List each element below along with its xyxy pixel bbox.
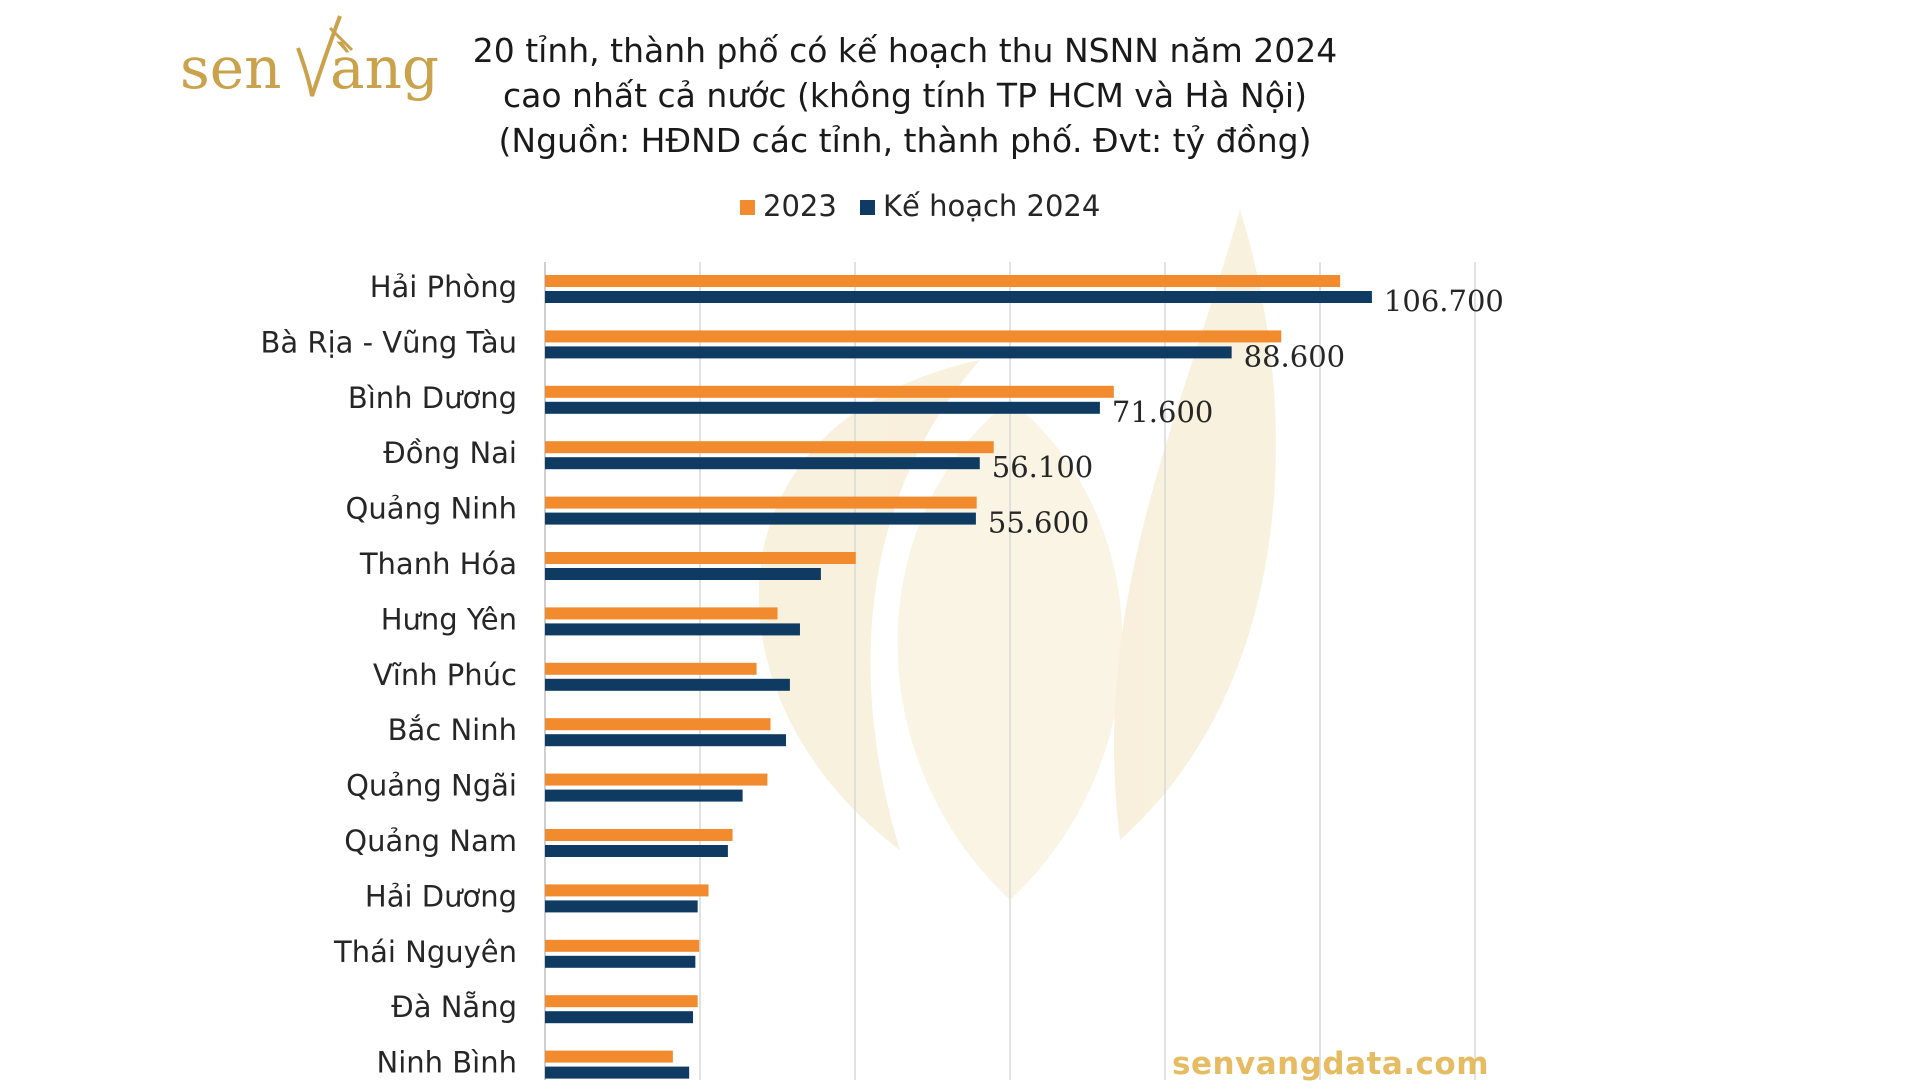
bar-2024 xyxy=(545,457,980,470)
chart-title: 20 tỉnh, thành phố có kế hoạch thu NSNN … xyxy=(430,28,1380,163)
data-label: 55.600 xyxy=(988,506,1089,540)
watermark-logo xyxy=(758,210,1276,900)
legend-label: 2023 xyxy=(763,189,837,223)
bar-2023 xyxy=(545,275,1341,287)
bar-2024 xyxy=(545,401,1100,414)
legend: 2023 Kế hoạch 2024 xyxy=(740,189,1100,223)
data-label: 106.700 xyxy=(1384,284,1504,318)
category-label: Thanh Hóa xyxy=(359,547,517,581)
bar-2023 xyxy=(545,385,1114,398)
bar-2023 xyxy=(545,330,1282,343)
category-label: Hải Dương xyxy=(365,879,517,913)
bar-2024 xyxy=(545,845,728,857)
data-label: 71.600 xyxy=(1112,395,1213,429)
category-label: Quảng Ninh xyxy=(346,492,518,526)
bar-2023 xyxy=(545,884,709,897)
bar-2023 xyxy=(545,939,700,952)
svg-text:àng: àng xyxy=(330,34,439,102)
bar-2024 xyxy=(545,900,698,913)
category-label: Hải Phòng xyxy=(370,270,517,304)
category-label: Vĩnh Phúc xyxy=(373,658,517,692)
bar-2023 xyxy=(545,552,856,564)
data-label: 88.600 xyxy=(1244,339,1345,373)
chart-title-line-1: 20 tỉnh, thành phố có kế hoạch thu NSNN … xyxy=(472,31,1338,70)
category-label: Thái Nguyên xyxy=(333,935,517,969)
bar-2023 xyxy=(545,829,733,841)
category-label: Quảng Ngãi xyxy=(346,769,517,803)
category-label: Quảng Nam xyxy=(344,824,517,858)
bar-2023 xyxy=(545,773,768,786)
bar-2023 xyxy=(545,718,771,731)
website-watermark: senvangdata.com xyxy=(1172,1046,1490,1082)
bar-2024 xyxy=(545,1011,694,1024)
category-label: Bà Rịa - Vũng Tàu xyxy=(261,325,517,359)
bar-2023 xyxy=(545,662,757,675)
bar-2024 xyxy=(545,568,821,580)
data-label: 56.100 xyxy=(992,450,1093,484)
bar-2024 xyxy=(545,955,696,968)
svg-text:sen: sen xyxy=(180,34,281,102)
bars xyxy=(545,275,1372,1079)
legend-label: Kế hoạch 2024 xyxy=(883,189,1100,223)
bar-2024 xyxy=(545,346,1232,359)
category-label: Bắc Ninh xyxy=(388,713,517,747)
bar-2023 xyxy=(545,995,698,1008)
category-label: Hưng Yên xyxy=(381,602,517,636)
legend-swatch xyxy=(740,200,755,215)
category-label: Đà Nẵng xyxy=(391,990,517,1024)
bar-2024 xyxy=(545,789,743,802)
category-labels: Hải Phòng Bà Rịa - Vũng Tàu Bình Dương Đồng… xyxy=(261,270,517,1080)
legend-swatch xyxy=(860,200,875,215)
category-label: Ninh Bình xyxy=(377,1046,517,1080)
category-label: Bình Dương xyxy=(348,381,517,415)
chart-title-line-2: cao nhất cả nước (không tính TP HCM và H… xyxy=(503,76,1307,115)
bar-2024 xyxy=(545,1066,690,1079)
bar-2024 xyxy=(545,734,787,747)
bar-2023 xyxy=(545,496,977,509)
category-label: Đồng Nai xyxy=(383,436,517,470)
bar-2024 xyxy=(545,678,790,691)
bar-2023 xyxy=(545,441,994,454)
bar-2023 xyxy=(545,607,778,620)
chart-title-line-3: (Nguồn: HĐND các tỉnh, thành phố. Đvt: t… xyxy=(498,121,1312,160)
bar-2024 xyxy=(545,291,1372,303)
bar-2023 xyxy=(545,1050,673,1063)
data-labels: 106.700 88.600 71.600 56.100 55.600 xyxy=(988,284,1504,540)
bar-2024 xyxy=(545,512,976,525)
brand-logo: sen àng xyxy=(180,15,439,102)
bar-2024 xyxy=(545,623,800,636)
